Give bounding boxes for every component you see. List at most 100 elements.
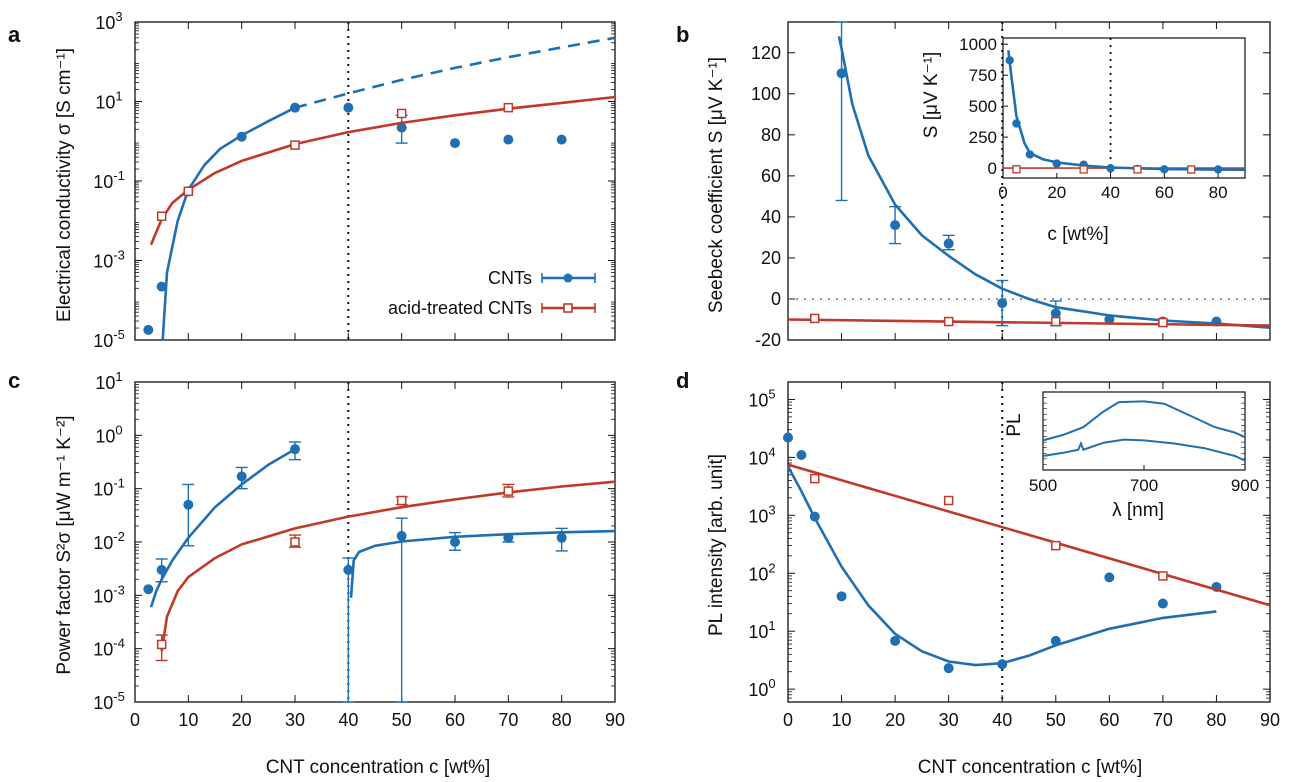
panel-c-xtick-label: 90: [605, 710, 625, 730]
panel-a-cnt-point: [396, 122, 407, 133]
panel-c-acid-point: [503, 486, 514, 496]
panel-d-cnt-point: [1104, 572, 1115, 583]
panel-d-xtick-label: 40: [992, 710, 1012, 730]
inset-b-cnt-point: [1012, 119, 1021, 128]
panel-a-cnt-point: [556, 134, 567, 145]
panel-b-acid-point: [943, 316, 954, 327]
panel-d-ytick-label: 105: [748, 386, 775, 410]
panel-d-cnt-point: [1050, 635, 1061, 646]
panel-a-ytick-label: 101: [95, 89, 122, 113]
legend-label-acid: acid-treated CNTs: [388, 298, 532, 318]
inset-b-ylabel: S [μV K⁻¹]: [921, 52, 942, 138]
panel-c-cnt-point: [450, 537, 460, 547]
panel-a-cnt-point: [503, 134, 514, 145]
panel-label-a: a: [8, 22, 21, 47]
panel-c-cnt-point: [156, 564, 167, 575]
panel-d-ytick-label: 102: [748, 560, 775, 584]
panel-c-cnt-point: [183, 499, 194, 510]
panel-a-acid-point: [183, 186, 194, 197]
panel-b-ytick-label: 40: [761, 207, 781, 227]
panel-b-cnt-point: [836, 68, 847, 79]
panel-c-ytick-label: 10-2: [93, 529, 125, 553]
panel-a-cnt-fit: [161, 106, 296, 341]
panel-c-cnt-fit: [149, 448, 296, 608]
panel-c-cnt-point: [343, 564, 354, 575]
panel-c-ytick-label: 10-1: [93, 476, 125, 500]
panel-a-frame: [134, 21, 616, 341]
panel-c-xtick-label: 60: [445, 710, 465, 730]
panel-a-acid-point: [156, 211, 167, 221]
panel-b-acid-point: [1051, 316, 1061, 327]
panel-a-acid-point: [396, 108, 407, 119]
inset-b-ytick-label: 250: [969, 128, 997, 147]
legend-marker-acid: [563, 303, 573, 313]
inset-b-ytick-label: 0: [988, 159, 997, 178]
panel-label-c: c: [8, 368, 20, 393]
inset-d-xtick-label: 500: [1029, 476, 1057, 495]
panel-b-acid-fit: [787, 318, 1271, 327]
panel-d-acid-point: [943, 495, 954, 506]
panel-c-frame: [134, 381, 616, 703]
panel-a-ytick-label: 10-1: [93, 168, 125, 192]
panel-c-acid-point: [290, 537, 300, 547]
panel-d-xtick-label: 50: [1046, 710, 1066, 730]
panel-c-xtick-label: 70: [498, 710, 518, 730]
panel-c-ytick-label: 100: [95, 422, 122, 446]
panel-c-xtick-label: 0: [130, 710, 140, 730]
panel-d-cnt-fit: [786, 465, 1217, 667]
inset-d-xtick-label: 700: [1130, 476, 1158, 495]
panel-c-ytick-label: 10-3: [93, 582, 125, 606]
inset-b-cnt-point: [1052, 159, 1061, 168]
inset-d-spectrum-upper: [1042, 400, 1246, 442]
inset-b-xtick-label: 60: [1155, 183, 1174, 202]
panel-a-cnt-point: [143, 324, 154, 335]
panel-d-ytick-label: 100: [748, 676, 775, 700]
x-axis-title-right: CNT concentration c [wt%]: [918, 757, 1143, 778]
inset-b-cnt-point: [1005, 56, 1014, 65]
panel-d-acid-point: [810, 473, 820, 484]
panel-d-cnt-point: [943, 663, 954, 674]
chart-marks: [143, 21, 1271, 703]
panel-d-xtick-label: 90: [1260, 710, 1280, 730]
panel-a-cnt-point: [450, 138, 460, 149]
panel-d-acid-fit: [787, 463, 1271, 607]
panel-b-ytick-label: 120: [751, 43, 781, 63]
panel-d-ytick-label: 103: [748, 502, 775, 526]
panel-c-ylabel: Power factor S²σ [μW m⁻¹ K⁻²]: [54, 415, 75, 674]
panel-d-xtick-label: 60: [1099, 710, 1119, 730]
panel-c-acid-point: [156, 639, 167, 650]
panel-b-ytick-label: 100: [751, 84, 781, 104]
panel-c-cnt-point: [503, 532, 514, 543]
inset-b-cnt-point: [1160, 165, 1169, 174]
panel-a-acid-point: [503, 102, 514, 113]
panel-a-cnt-point: [343, 102, 354, 113]
panel-b-cnt-point: [997, 298, 1008, 309]
x-axis-title-left: CNT concentration c [wt%]: [266, 757, 491, 778]
inset-b-cnt-fit: [1007, 50, 1246, 172]
panel-c-cnt-point: [290, 444, 300, 455]
inset-d-ylabel: PL: [1004, 413, 1025, 436]
inset-b-xtick-label: 20: [1047, 183, 1066, 202]
panel-c-xtick-label: 20: [232, 710, 252, 730]
panel-b-ytick-label: 60: [761, 166, 781, 186]
panel-d-frame: [787, 381, 1271, 703]
panel-c-xtick-label: 50: [392, 710, 412, 730]
panel-a-ylabel: Electrical conductivity σ [S cm⁻¹]: [54, 48, 75, 322]
panel-a-acid-point: [290, 140, 300, 150]
panel-d-ytick-label: 104: [748, 444, 775, 468]
panel-c-acid-fit: [160, 480, 616, 652]
panel-c-cnt-point: [143, 584, 154, 595]
panel-d-ylabel: PL intensity [arb. unit]: [706, 454, 727, 636]
legend-marker-cnts: [563, 273, 573, 283]
panel-d-cnt-point: [796, 449, 807, 460]
panel-d-xtick-label: 30: [939, 710, 959, 730]
legend-label-cnts: CNTs: [488, 268, 532, 288]
panel-d-acid-point: [1158, 571, 1168, 581]
panel-d-cnt-point: [997, 659, 1008, 670]
panel-label-d: d: [676, 368, 689, 393]
panel-d-xtick-label: 70: [1153, 710, 1173, 730]
panel-d-acid-point: [1051, 540, 1061, 551]
panel-c-cnt-fit2: [349, 529, 616, 598]
panel-a-cnt-point: [290, 102, 300, 113]
